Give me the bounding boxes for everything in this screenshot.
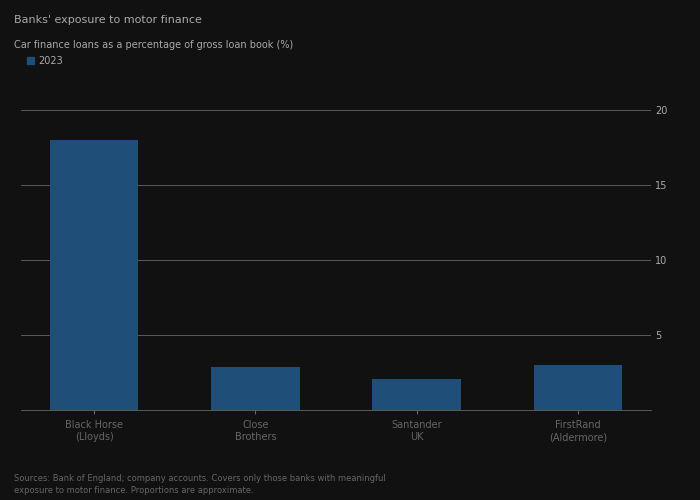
Legend: 2023: 2023	[22, 52, 67, 70]
Text: Sources: Bank of England; company accounts. Covers only those banks with meaning: Sources: Bank of England; company accoun…	[14, 474, 386, 495]
Text: Banks' exposure to motor finance: Banks' exposure to motor finance	[14, 15, 202, 25]
Bar	[533, 365, 622, 410]
Bar	[211, 366, 300, 410]
Bar	[372, 378, 461, 410]
Text: Car finance loans as a percentage of gross loan book (%): Car finance loans as a percentage of gro…	[14, 40, 293, 50]
Bar	[50, 140, 139, 410]
